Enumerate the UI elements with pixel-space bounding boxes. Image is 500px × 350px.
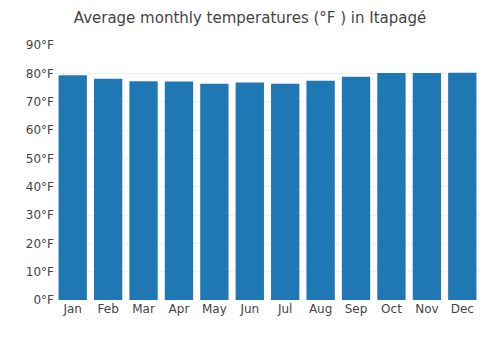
svg-text:Nov: Nov [415,302,438,316]
svg-text:0°F: 0°F [33,293,54,307]
svg-text:30°F: 30°F [26,208,54,222]
svg-text:90°F: 90°F [26,38,54,52]
svg-text:60°F: 60°F [26,123,54,137]
svg-text:Oct: Oct [381,302,402,316]
svg-text:Jan: Jan [62,302,82,316]
svg-text:10°F: 10°F [26,265,54,279]
svg-text:May: May [202,302,227,316]
svg-text:Jul: Jul [277,302,292,316]
svg-text:Average monthly temperatures (: Average monthly temperatures (°F ) in It… [74,9,427,27]
svg-text:Feb: Feb [98,302,119,316]
svg-text:Jun: Jun [239,302,259,316]
svg-text:20°F: 20°F [26,237,54,251]
svg-text:40°F: 40°F [26,180,54,194]
svg-text:Apr: Apr [169,302,190,316]
svg-text:70°F: 70°F [26,95,54,109]
svg-text:Aug: Aug [309,302,332,316]
svg-text:Sep: Sep [345,302,368,316]
svg-text:50°F: 50°F [26,152,54,166]
svg-text:80°F: 80°F [26,67,54,81]
svg-text:Mar: Mar [132,302,155,316]
svg-text:Dec: Dec [451,302,474,316]
